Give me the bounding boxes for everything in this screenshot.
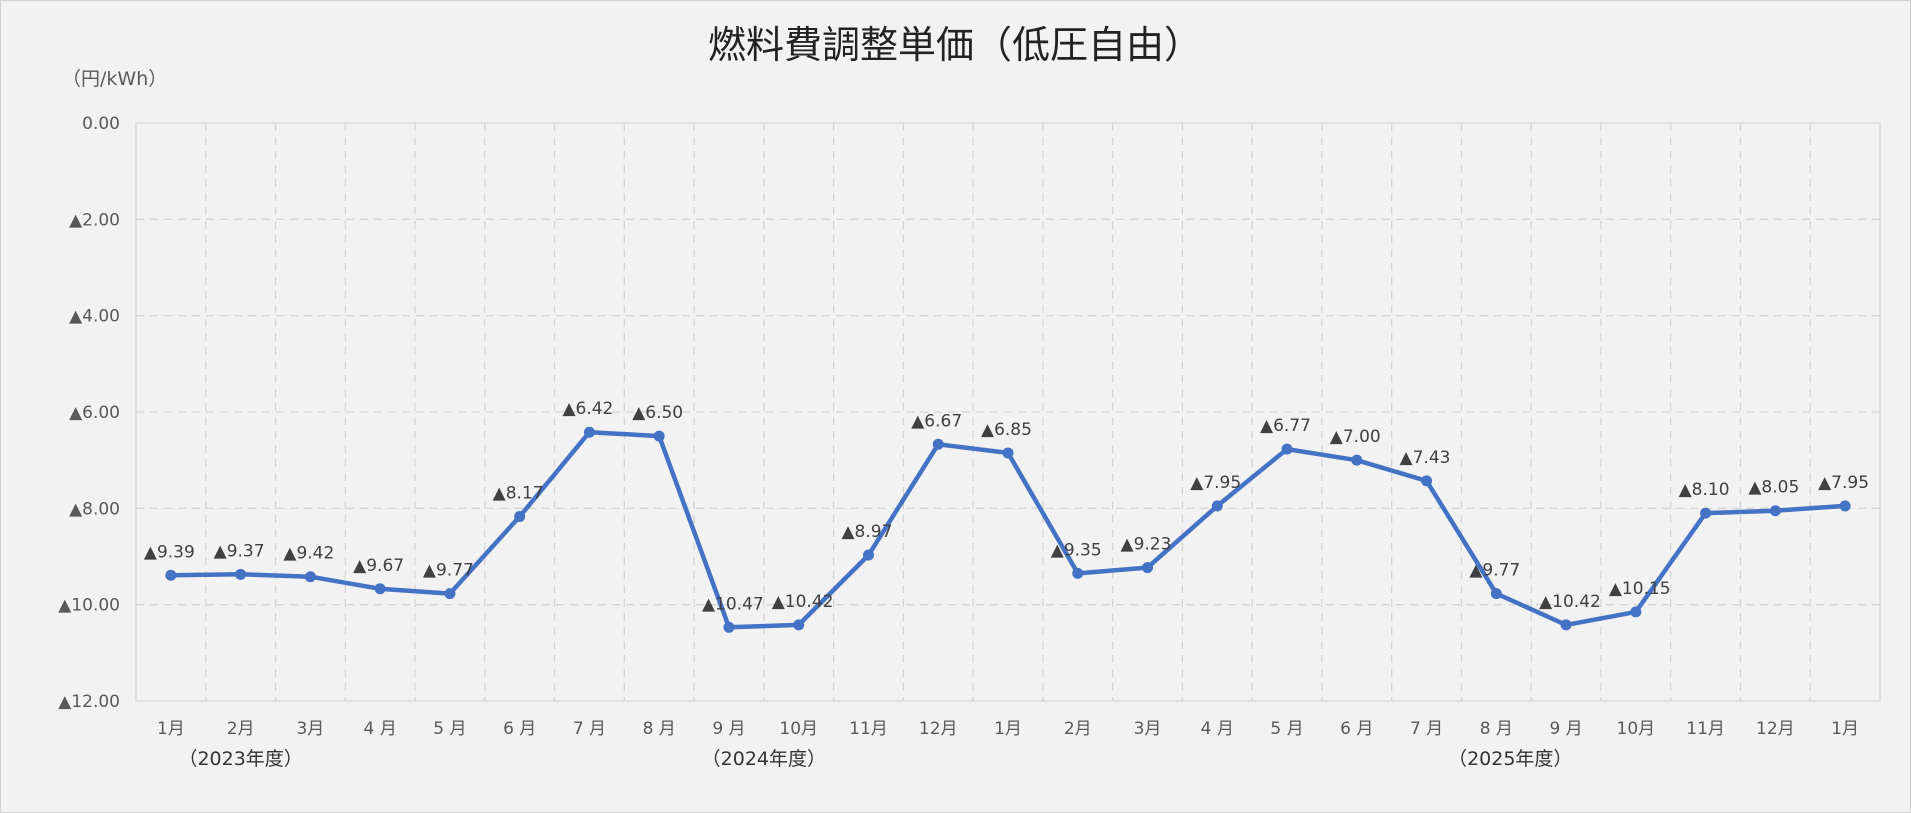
x-tick-label: 12月 [1756,719,1795,739]
data-label: ▲6.77 [1260,416,1311,436]
x-tick-label: 11月 [849,719,888,739]
data-point [444,588,456,600]
data-point [1769,505,1781,517]
data-point [932,438,944,450]
x-tick-label: 9 月 [712,719,745,739]
x-tick-label: 10月 [779,719,818,739]
x-tick-label: 1月 [1831,719,1859,739]
x-tick-label: 2月 [227,719,255,739]
data-label: ▲6.42 [562,399,613,419]
data-label: ▲9.39 [144,542,195,562]
data-label: ▲9.77 [423,561,474,581]
data-label: ▲9.23 [1121,535,1172,555]
y-tick-label: ▲10.00 [58,596,120,616]
data-point [723,621,735,633]
data-point [1700,507,1712,519]
data-label: ▲7.00 [1330,427,1381,447]
x-tick-label: 2月 [1064,719,1092,739]
x-tick-label: 5 月 [1270,719,1303,739]
x-tick-label: 9 月 [1549,719,1582,739]
data-label: ▲9.35 [1051,540,1102,560]
data-label: ▲6.85 [981,420,1032,440]
data-point [304,571,316,583]
x-tick-label: 8 月 [643,719,676,739]
fiscal-year-label: （2025年度） [1448,748,1572,770]
data-label: ▲10.42 [1539,592,1601,612]
data-label: ▲10.47 [702,594,764,614]
data-label: ▲8.97 [841,522,892,542]
x-tick-label: 5 月 [433,719,466,739]
x-tick-label: 3月 [296,719,324,739]
x-tick-label: 3月 [1134,719,1162,739]
y-tick-label: ▲8.00 [69,499,120,519]
x-tick-label: 7 月 [1410,719,1443,739]
x-tick-label: 11月 [1686,719,1725,739]
data-label: ▲10.42 [772,592,834,612]
y-tick-label: 0.00 [82,114,120,134]
data-label: ▲9.67 [353,556,404,576]
data-label: ▲6.67 [911,411,962,431]
data-label: ▲9.77 [1469,561,1520,581]
x-tick-label: 4 月 [364,719,397,739]
data-point [1560,619,1572,631]
chart-title: 燃料費調整単価（低圧自由） [708,23,1202,67]
data-label: ▲9.42 [283,544,334,564]
data-point [1281,443,1293,455]
x-tick-label: 8 月 [1480,719,1513,739]
y-unit-label: （円/kWh） [62,68,167,90]
data-label: ▲6.50 [632,403,683,423]
data-point [514,511,526,523]
series [165,426,1851,633]
y-axis: 0.00 ▲2.00 ▲4.00 ▲6.00 ▲8.00 ▲10.00 ▲12.00 [58,114,120,712]
data-label: ▲10.15 [1609,579,1671,599]
x-tick-label: 7 月 [573,719,606,739]
data-point [1072,567,1084,579]
data-point [374,583,386,595]
data-point [1142,562,1154,574]
data-point [1002,447,1014,459]
plot-area [135,122,1881,702]
data-point [165,569,177,581]
data-label: ▲9.37 [214,541,265,561]
data-label: ▲7.95 [1818,473,1869,493]
data-label: ▲8.10 [1679,480,1730,500]
data-label: ▲8.05 [1748,478,1799,498]
data-labels: ▲9.39 ▲9.37 ▲9.42 ▲9.67 ▲9.77 ▲8.17 ▲6.42 ▲6.50… [144,399,1869,614]
x-tick-label: 12月 [919,719,958,739]
x-tick-label: 4 月 [1201,719,1234,739]
x-tick-label: 10月 [1617,719,1656,739]
y-tick-label: ▲2.00 [69,210,120,230]
data-point [235,568,247,580]
data-point [1839,500,1851,512]
y-tick-label: ▲6.00 [69,403,120,423]
x-tick-label: 1月 [157,719,185,739]
data-point [1351,454,1363,466]
x-axis: 1月 2月 3月 4 月 5 月 6 月 7 月 8 月 9 月 10月 11月 12月 1月 2月 3月 4… [157,719,1859,739]
data-label: ▲7.43 [1400,448,1451,468]
x-tick-label: 1月 [994,719,1022,739]
data-point [1421,475,1433,487]
fiscal-year-label: （2023年度） [178,748,302,770]
fiscal-year-label: （2024年度） [702,748,826,770]
data-point [1211,500,1223,512]
data-point [583,426,595,438]
data-point [653,430,665,442]
data-point [1490,588,1502,600]
data-label: ▲7.95 [1190,473,1241,493]
data-point [862,549,874,561]
data-label: ▲8.17 [493,484,544,504]
data-point [793,619,805,631]
y-tick-label: ▲12.00 [58,692,120,712]
y-tick-label: ▲4.00 [69,307,120,327]
x-tick-label: 6 月 [1340,719,1373,739]
grid [136,123,1880,701]
fiscal-year-labels: （2023年度） （2024年度） （2025年度） [178,748,1572,770]
data-point [1630,606,1642,618]
x-tick-label: 6 月 [503,719,536,739]
